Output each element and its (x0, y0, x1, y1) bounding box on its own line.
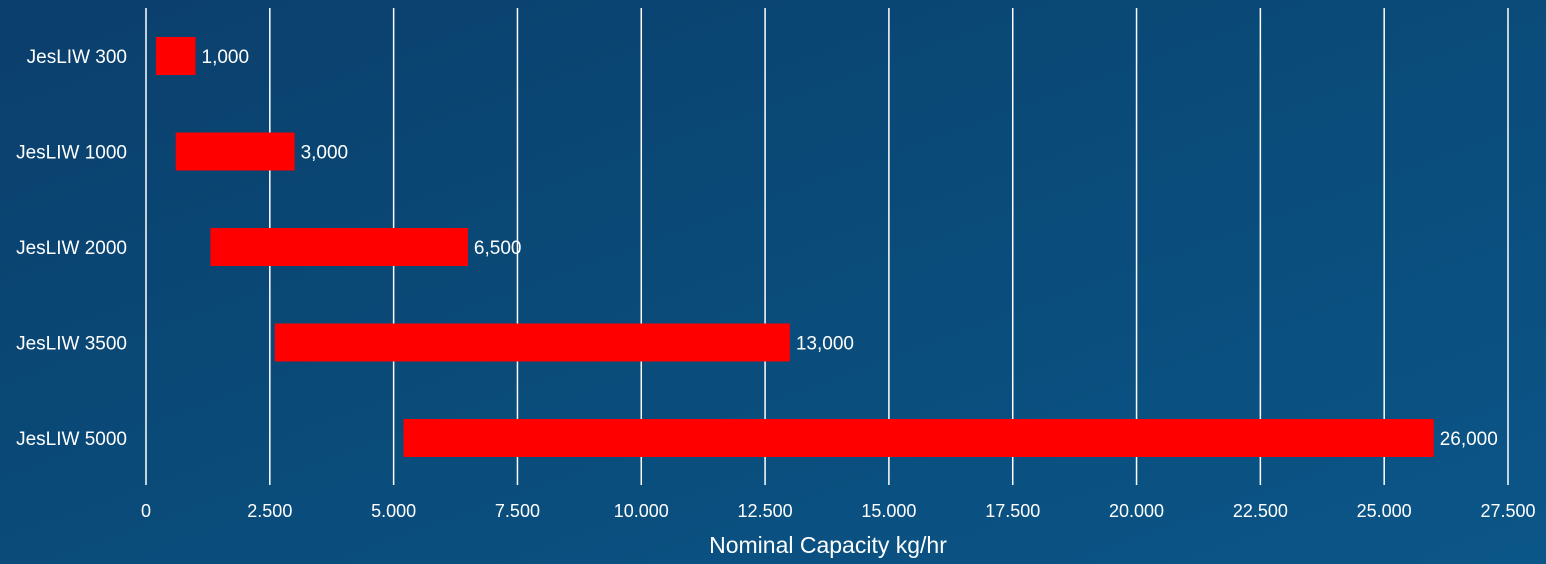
x-tick-label: 22.500 (1233, 501, 1288, 521)
x-tick-label: 5.000 (371, 501, 416, 521)
x-tick-label: 27.500 (1480, 501, 1535, 521)
x-tick-label: 10.000 (614, 501, 669, 521)
bars (155, 37, 1434, 457)
data-label: 26,000 (1440, 429, 1498, 450)
data-labels: 1,000 3,000 6,500 13,000 26,000 (202, 47, 1498, 450)
x-tick-label: 15.000 (861, 501, 916, 521)
gridlines (145, 8, 1509, 485)
bar (403, 419, 1434, 457)
x-tick-label: 12.500 (738, 501, 793, 521)
data-label: 6,500 (474, 238, 522, 259)
x-tick-label: 0 (141, 501, 151, 521)
x-tick-labels: 0 2.500 5.000 7.500 10.000 12.500 15.000 17.500… (141, 501, 1536, 521)
x-tick-label: 25.000 (1357, 501, 1412, 521)
x-tick-label: 7.500 (495, 501, 540, 521)
category-labels: JesLIW 300 JesLIW 1000 JesLIW 2000 JesLIW 3… (16, 47, 127, 450)
data-label: 13,000 (796, 334, 854, 355)
category-label: JesLIW 300 (27, 47, 127, 68)
bar (175, 132, 295, 171)
category-label: JesLIW 2000 (16, 238, 127, 259)
category-label: JesLIW 5000 (16, 429, 127, 450)
bar (274, 323, 790, 362)
x-tick-label: 20.000 (1109, 501, 1164, 521)
category-label: JesLIW 1000 (16, 143, 127, 164)
data-label: 3,000 (301, 143, 349, 164)
bar (210, 228, 468, 266)
x-axis-title: Nominal Capacity kg/hr (709, 532, 947, 558)
x-tick-label: 17.500 (985, 501, 1040, 521)
bar (155, 37, 196, 75)
data-label: 1,000 (202, 47, 250, 68)
x-tick-label: 2.500 (247, 501, 292, 521)
category-label: JesLIW 3500 (16, 334, 127, 355)
